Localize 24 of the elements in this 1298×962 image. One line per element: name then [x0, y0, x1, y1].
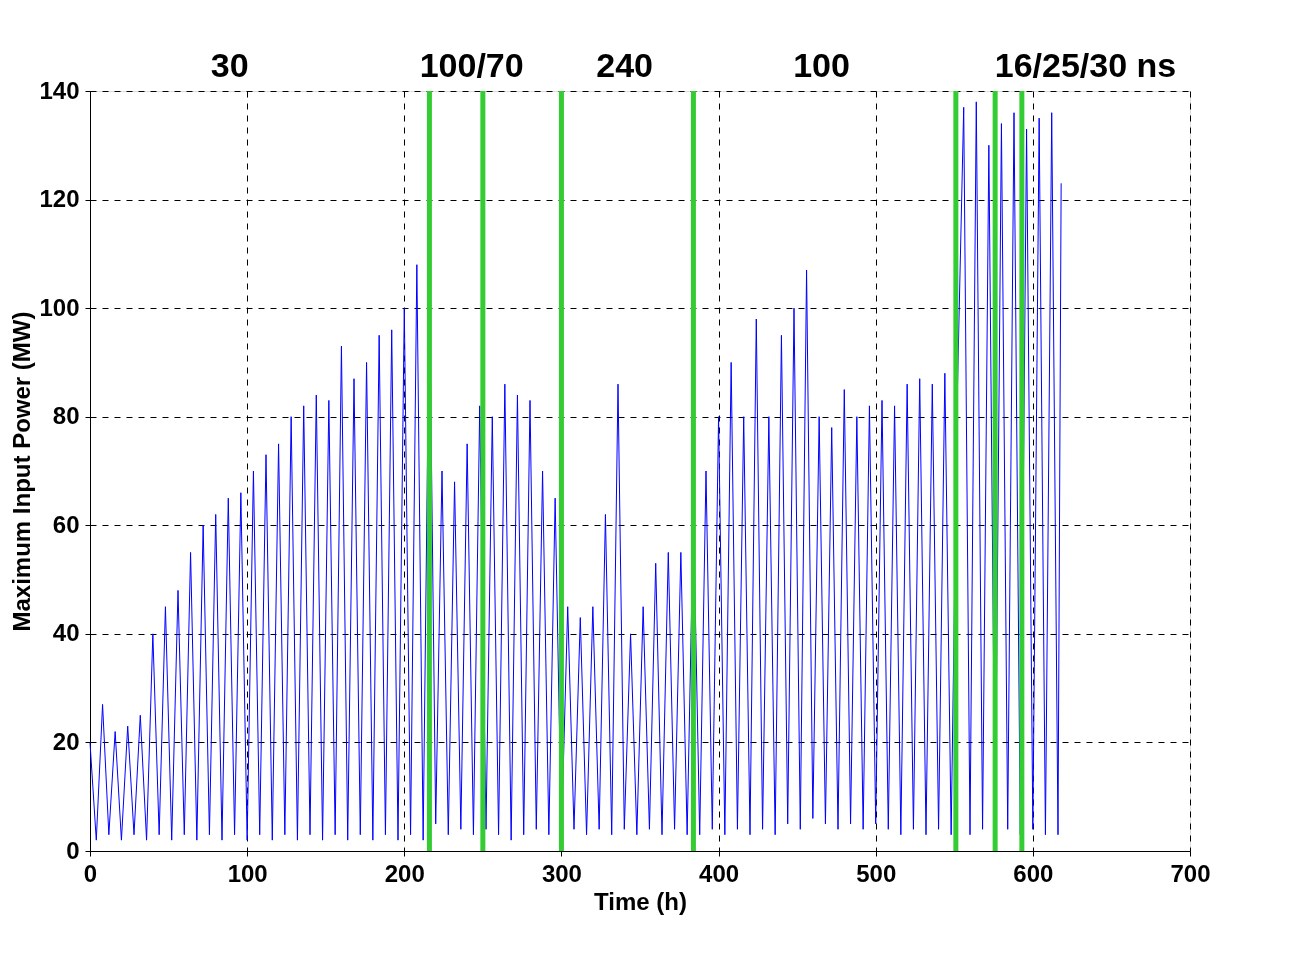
x-tick-label: 0	[83, 859, 98, 887]
x-axis-title: Time (h)	[594, 887, 687, 915]
y-tick-label: 0	[66, 836, 80, 864]
text: 100/70	[419, 46, 524, 84]
x-tick-label: 100	[227, 859, 268, 887]
line-series	[89, 101, 1062, 841]
y-tick-label: 100	[39, 293, 80, 321]
y-tick-label: 60	[52, 510, 80, 538]
x-tick-label: 200	[384, 859, 425, 887]
x-tick-label: 400	[699, 859, 740, 887]
text: 30	[210, 46, 249, 84]
x-tick-label: 300	[541, 859, 582, 887]
text: 240	[596, 46, 653, 84]
x-tick-label: 700	[1170, 859, 1211, 887]
text: 100	[793, 46, 850, 84]
y-tick-label: 80	[52, 402, 80, 430]
y-tick-label: 40	[52, 619, 80, 647]
y-axis-title: Maximum Input Power (MW)	[8, 311, 36, 632]
text: 16/25/30 ns	[994, 46, 1177, 84]
y-tick-label: 120	[39, 185, 80, 213]
y-tick-label: 140	[39, 76, 80, 104]
x-tick-label: 500	[856, 859, 897, 887]
x-tick-label: 600	[1013, 859, 1054, 887]
y-tick-label: 20	[52, 727, 80, 755]
